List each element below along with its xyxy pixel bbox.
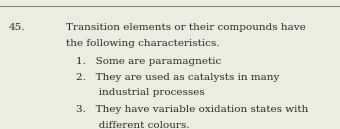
Text: different colours.: different colours. bbox=[76, 121, 190, 129]
Text: Transition elements or their compounds have: Transition elements or their compounds h… bbox=[66, 23, 306, 32]
Text: 3.   They have variable oxidation states with: 3. They have variable oxidation states w… bbox=[76, 105, 309, 114]
Text: 2.   They are used as catalysts in many: 2. They are used as catalysts in many bbox=[76, 73, 280, 82]
Text: the following characteristics.: the following characteristics. bbox=[66, 39, 220, 48]
Text: 1.   Some are paramagnetic: 1. Some are paramagnetic bbox=[76, 57, 222, 66]
Text: industrial processes: industrial processes bbox=[76, 88, 205, 97]
Text: 45.: 45. bbox=[8, 23, 25, 32]
